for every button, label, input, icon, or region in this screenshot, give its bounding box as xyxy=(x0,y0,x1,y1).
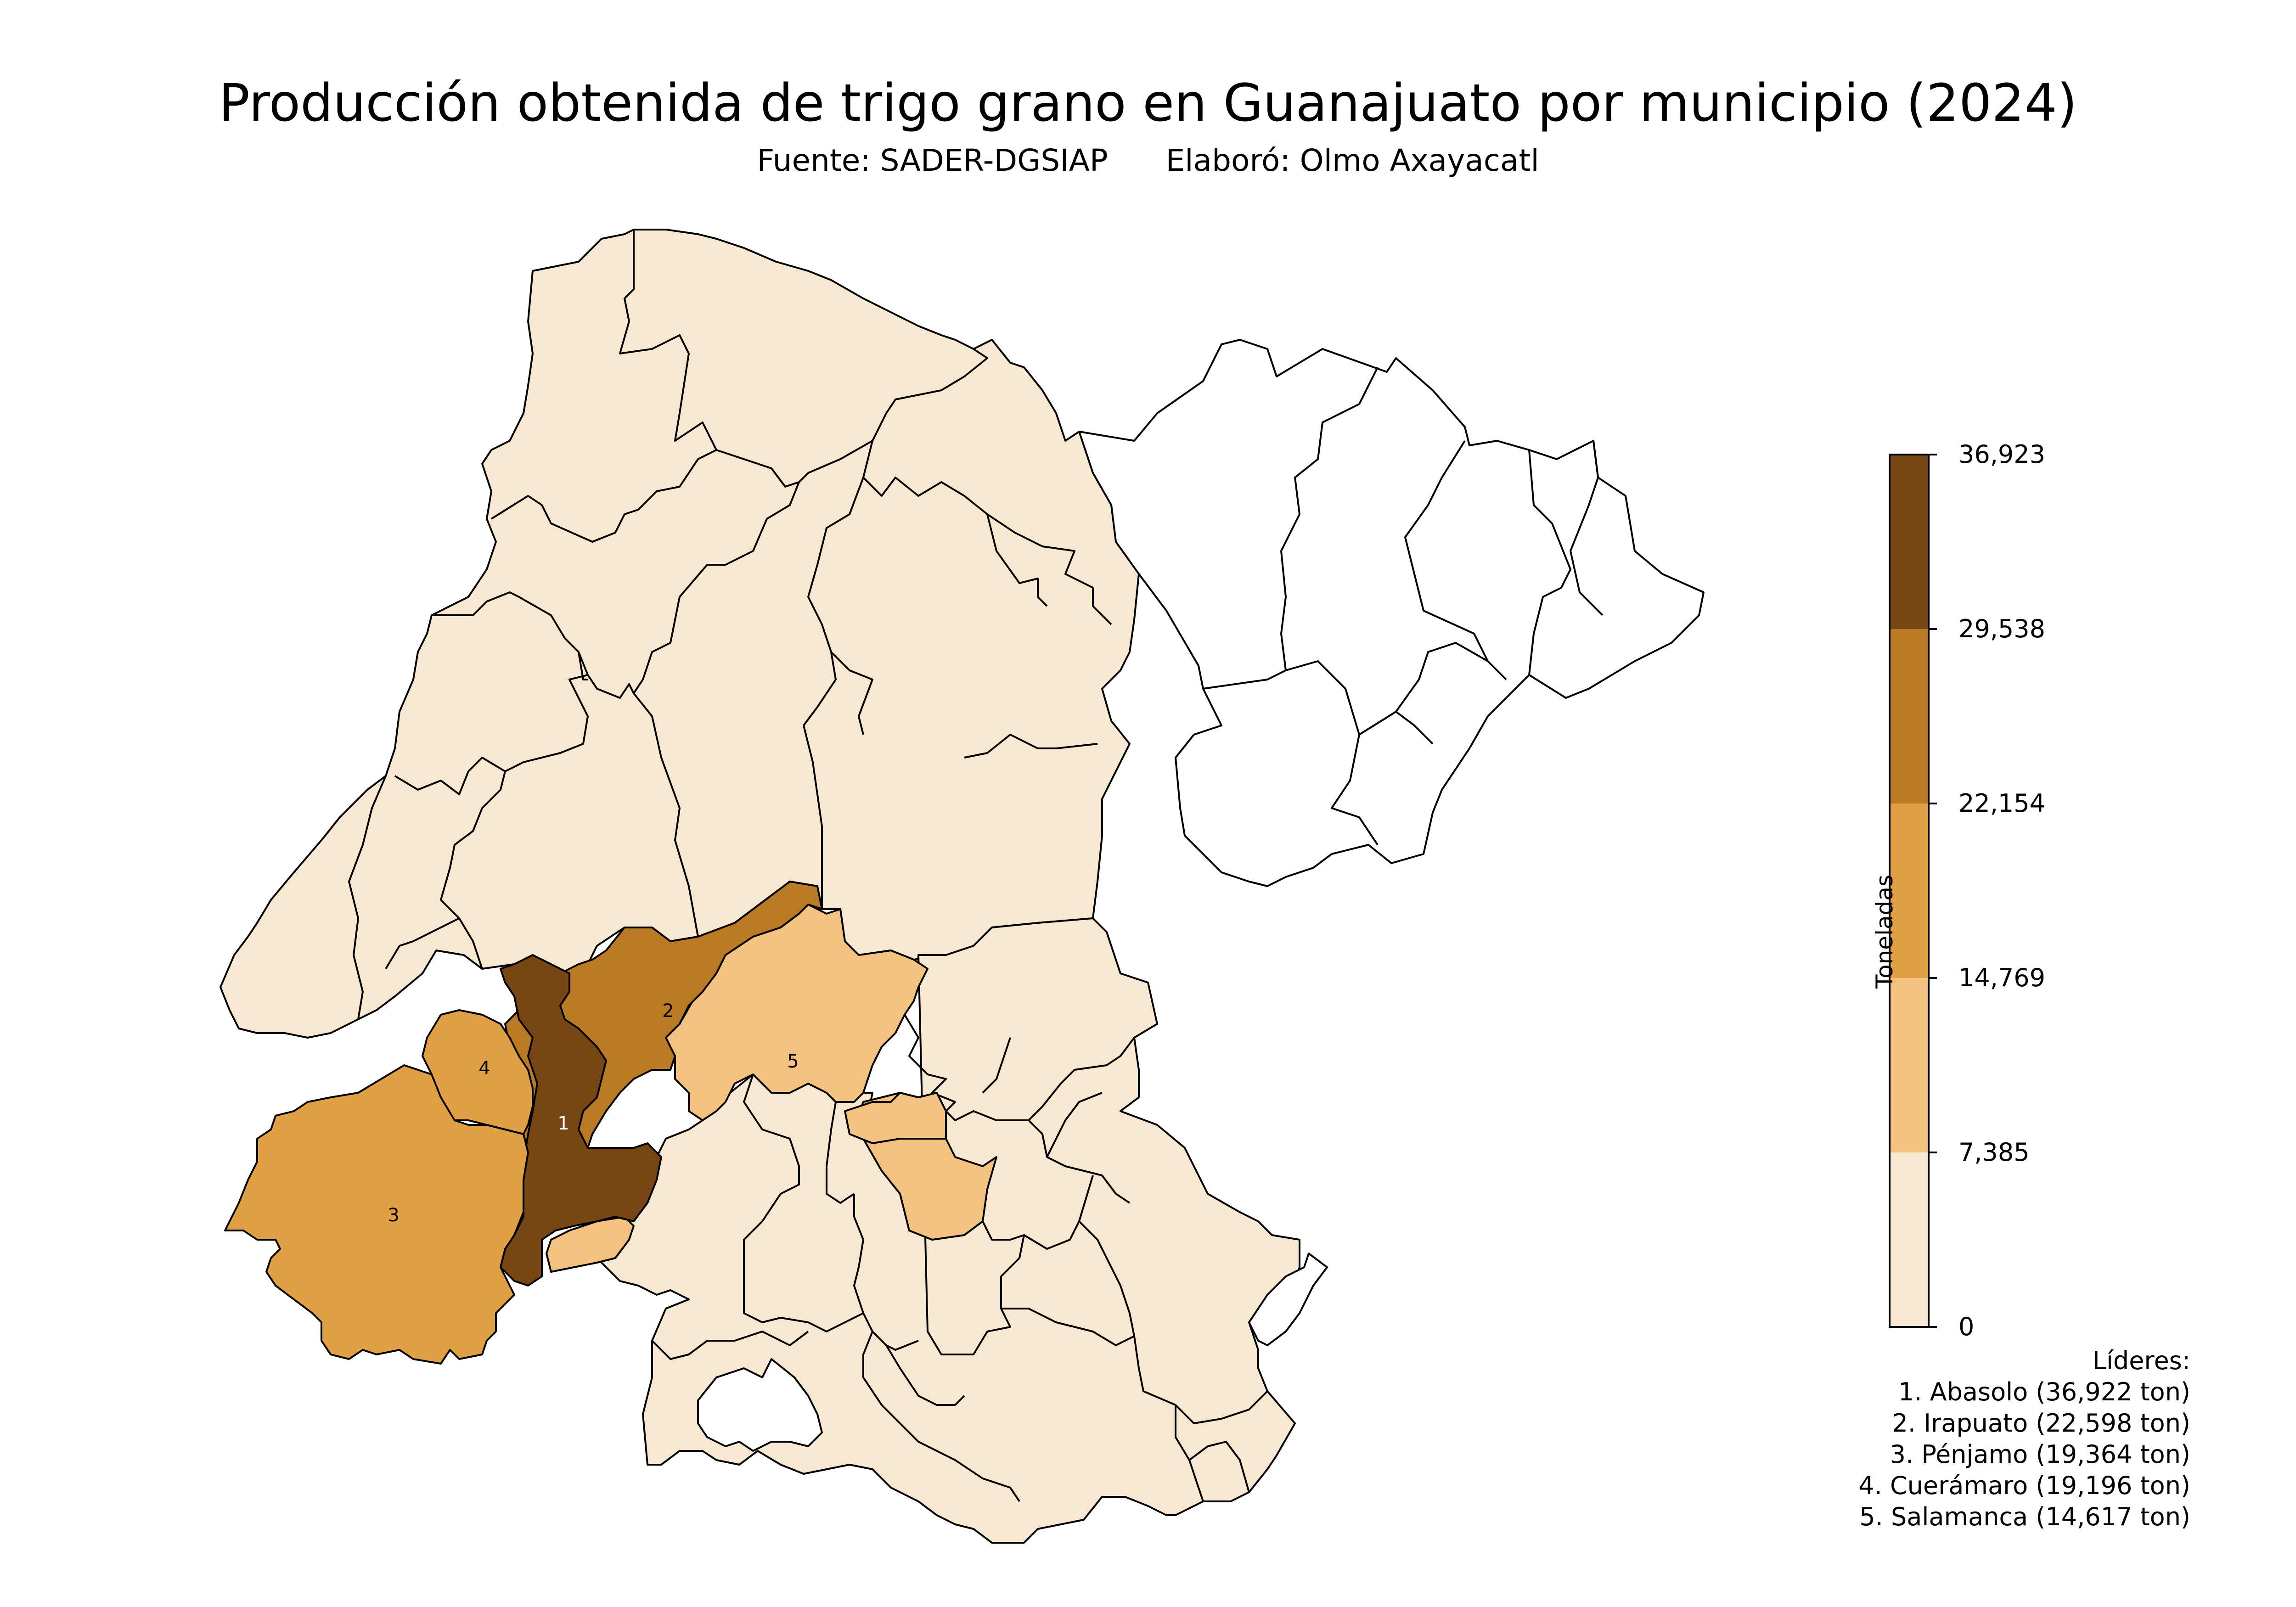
colorbar-segment-2 xyxy=(1890,978,1929,1152)
colorbar-label: Toneladas xyxy=(1871,874,1898,989)
region-south-borders xyxy=(651,955,1268,1502)
colorbar-segment-5 xyxy=(1890,455,1929,629)
region-east-no-data xyxy=(1078,339,1705,887)
colorbar-frame xyxy=(1889,454,1930,1328)
map-subtitle: Fuente: SADER-DGSIAP Elaboró: Olmo Axaya… xyxy=(0,142,2296,179)
leader-item-5: 5. Salamanca (14,617 ton) xyxy=(1859,1502,2190,1531)
colorbar-segment-1 xyxy=(1890,1152,1929,1327)
leader-item-2: 2. Irapuato (22,598 ton) xyxy=(1892,1409,2190,1438)
leader-item-3: 3. Pénjamo (19,364 ton) xyxy=(1890,1440,2190,1469)
author-text: Elaboró: Olmo Axayacatl xyxy=(1165,143,1539,178)
marker-label-1: 1 xyxy=(557,1113,569,1134)
region-south-no-data xyxy=(697,1358,823,1452)
region-southeast-no-data xyxy=(1248,1253,1328,1346)
region-east-no-data-inner xyxy=(1203,367,1604,846)
leader-item-1: 1. Abasolo (36,922 ton) xyxy=(1898,1377,2190,1406)
colorbar xyxy=(1889,454,1937,1328)
colorbar-tick-0: 0 xyxy=(1958,1312,1975,1341)
leader-item-4: 4. Cuerámaro (19,196 ton) xyxy=(1858,1471,2190,1500)
map-title: Producción obtenida de trigo grano en Gu… xyxy=(219,73,2077,133)
region-3-penjamo xyxy=(224,1064,529,1365)
colorbar-tick-4: 29,538 xyxy=(1958,614,2045,643)
source-text: Fuente: SADER-DGSIAP xyxy=(757,143,1108,178)
colorbar-segment-4 xyxy=(1890,629,1929,804)
leaders-legend: Líderes: 1. Abasolo (36,922 ton) 2. Irap… xyxy=(1858,1345,2190,1533)
colorbar-tick-2: 14,769 xyxy=(1958,963,2045,992)
region-salamanca-extra-2 xyxy=(844,1092,947,1144)
marker-label-5: 5 xyxy=(787,1051,799,1072)
colorbar-segment-3 xyxy=(1890,804,1929,978)
marker-label-2: 2 xyxy=(662,1000,674,1022)
colorbar-tick-5: 36,923 xyxy=(1958,440,2045,469)
leaders-title: Líderes: xyxy=(2092,1346,2190,1375)
region-north-borders xyxy=(348,230,1112,1020)
colorbar-tick-3: 22,154 xyxy=(1958,789,2045,818)
region-1-abasolo xyxy=(500,954,662,1287)
colorbar-tick-1: 7,385 xyxy=(1958,1138,2030,1167)
marker-label-4: 4 xyxy=(478,1058,490,1079)
marker-label-3: 3 xyxy=(388,1205,399,1226)
